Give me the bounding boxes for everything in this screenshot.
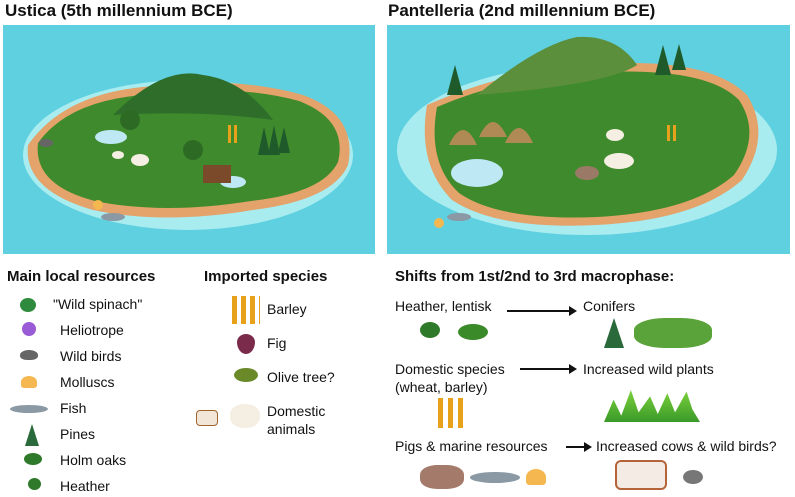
grass-icon <box>604 390 700 422</box>
list-item: Olive tree? <box>267 369 335 385</box>
fish-icon <box>10 405 48 413</box>
shrub-icon <box>634 318 712 348</box>
list-item: Heliotrope <box>60 322 124 338</box>
shift-from: Heather, lentisk <box>395 298 492 314</box>
list-item: Domestic <box>267 403 326 419</box>
imported-heading: Imported species <box>204 268 328 285</box>
pine-icon <box>25 424 39 446</box>
lentisk-icon <box>458 324 488 340</box>
ustica-illustration <box>3 25 375 254</box>
list-item: Molluscs <box>60 374 115 390</box>
fish-icon <box>470 472 520 483</box>
pig-icon <box>420 465 464 489</box>
oak-icon <box>24 453 42 465</box>
cow-icon <box>615 460 667 490</box>
bird-icon <box>20 350 38 360</box>
shifts-heading: Shifts from 1st/2nd to 3rd macrophase: <box>395 268 675 285</box>
pantelleria-title: Pantelleria (2nd millennium BCE) <box>388 1 656 20</box>
ustica-title: Ustica (5th millennium BCE) <box>5 1 233 20</box>
shift-to: Conifers <box>583 298 636 314</box>
shift-from: Pigs & marine resources <box>395 438 548 454</box>
conifer-icon <box>604 318 624 348</box>
list-item-line2: animals <box>267 421 316 437</box>
shell-icon <box>526 469 546 485</box>
list-item: Barley <box>267 301 307 317</box>
list-item: "Wild spinach" <box>53 296 143 312</box>
shift-from-line2: (wheat, barley) <box>395 379 488 395</box>
spinach-icon <box>20 298 36 312</box>
list-item: Heather <box>60 478 110 494</box>
local-resources-heading: Main local resources <box>7 268 156 285</box>
sheep-icon <box>230 404 260 428</box>
heliotrope-icon <box>22 322 36 336</box>
list-item: Fig <box>267 335 287 351</box>
shift-from: Domestic species <box>395 361 505 377</box>
fig-icon <box>237 334 255 354</box>
olive-icon <box>234 368 258 382</box>
wheat-barley-icon <box>438 398 466 428</box>
shift-to: Increased wild plants <box>583 361 714 377</box>
bird-icon <box>683 470 703 484</box>
arrow-icon <box>507 306 577 316</box>
shift-to: Increased cows & wild birds? <box>596 438 777 454</box>
list-item: Wild birds <box>60 348 122 364</box>
goat-icon <box>196 410 218 426</box>
arrow-icon <box>520 364 577 374</box>
list-item: Pines <box>60 426 96 442</box>
shell-icon <box>21 376 37 388</box>
list-item: Fish <box>60 400 87 416</box>
pantelleria-illustration <box>387 25 790 254</box>
barley-icon <box>232 296 260 324</box>
list-item: Holm oaks <box>60 452 127 468</box>
heather-icon <box>28 478 41 490</box>
arrow-icon <box>566 442 592 452</box>
heather-icon <box>420 322 440 338</box>
